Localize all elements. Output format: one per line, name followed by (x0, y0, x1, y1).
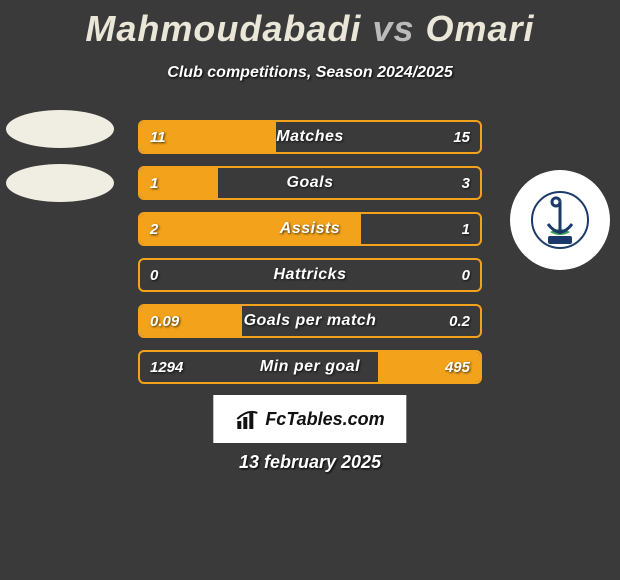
player1-name: Mahmoudabadi (85, 8, 361, 49)
crest-circle (510, 170, 610, 270)
stat-row: 00Hattricks (138, 258, 482, 292)
subtitle: Club competitions, Season 2024/2025 (0, 64, 620, 82)
vs-text: vs (372, 8, 414, 49)
bars-icon (235, 407, 259, 431)
stat-label: Goals (140, 168, 480, 198)
stat-label: Hattricks (140, 260, 480, 290)
stat-row: 1115Matches (138, 120, 482, 154)
stat-row: 13Goals (138, 166, 482, 200)
stat-label: Goals per match (140, 306, 480, 336)
stats-bars: 1115Matches 13Goals 21Assists 00Hattricks 0.… (138, 120, 482, 396)
stat-label: Assists (140, 214, 480, 244)
ellipse-shape (6, 164, 114, 202)
attribution-badge: FcTables.com (213, 395, 406, 443)
player1-logo (6, 110, 114, 218)
player2-name: Omari (426, 8, 535, 49)
ellipse-shape (6, 110, 114, 148)
stat-label: Min per goal (140, 352, 480, 382)
stat-row: 1294495Min per goal (138, 350, 482, 384)
stat-row: 21Assists (138, 212, 482, 246)
stat-row: 0.090.2Goals per match (138, 304, 482, 338)
comparison-title: Mahmoudabadi vs Omari (0, 0, 620, 50)
date-text: 13 february 2025 (0, 452, 620, 473)
stat-label: Matches (140, 122, 480, 152)
player2-logo (510, 170, 610, 270)
attribution-text: FcTables.com (265, 409, 384, 430)
anchor-icon (530, 190, 590, 250)
